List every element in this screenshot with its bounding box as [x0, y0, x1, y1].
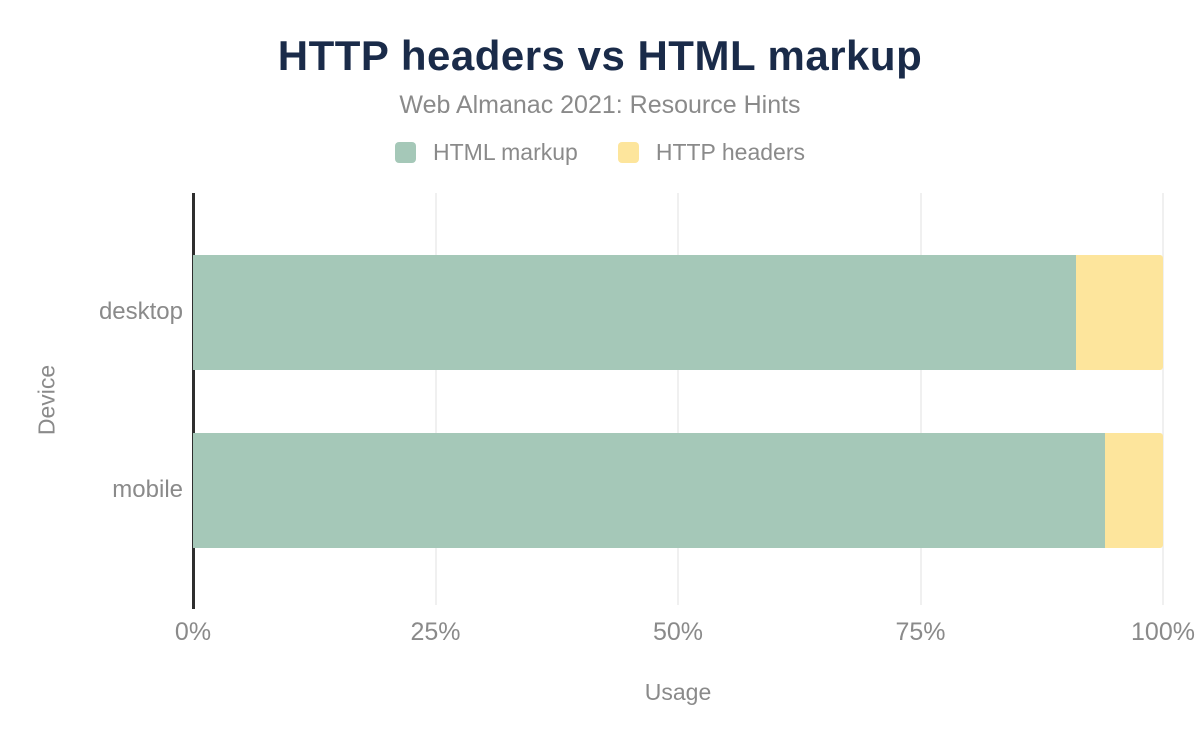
legend-label: HTML markup [433, 139, 578, 165]
chart-title: HTTP headers vs HTML markup [277, 32, 923, 79]
x-axis-tick-labels: 0% 25% 50% 75% 100% [175, 618, 1195, 648]
y-axis-line [192, 193, 195, 609]
bar-row-desktop [193, 255, 1163, 370]
legend-item: HTML markup [395, 141, 578, 164]
x-tick-label: 0% [174, 618, 212, 646]
x-tick-label: 75% [895, 618, 946, 646]
x-axis-title: Usage [644, 679, 712, 705]
bar-row-mobile [193, 433, 1163, 548]
plot-area [192, 193, 1164, 609]
gridline [1162, 193, 1164, 605]
category-label-mobile: mobile [112, 476, 183, 503]
bar-segment [1075, 255, 1163, 370]
gridline [434, 193, 437, 605]
x-tick-label: 50% [652, 618, 704, 646]
category-label-desktop: desktop [98, 298, 183, 325]
bar-segment [1104, 433, 1163, 548]
x-tick-label: 25% [410, 618, 461, 646]
gridline [919, 193, 922, 605]
legend-item: HTTP headers [617, 139, 805, 165]
y-axis-title: Device [33, 364, 60, 436]
y-axis-category-labels: desktop mobile [0, 193, 183, 607]
bar-segment [193, 433, 1105, 548]
legend-swatch-icon [617, 142, 639, 163]
bar-segment [193, 255, 1076, 370]
x-tick-label: 100% [1131, 618, 1195, 646]
chart-subtitle: Web Almanac 2021: Resource Hints [399, 91, 801, 119]
legend-swatch-icon [395, 142, 416, 163]
legend: HTML markup HTTP headers [0, 141, 1200, 164]
gridline [677, 193, 679, 605]
legend-label: HTTP headers [655, 139, 805, 165]
